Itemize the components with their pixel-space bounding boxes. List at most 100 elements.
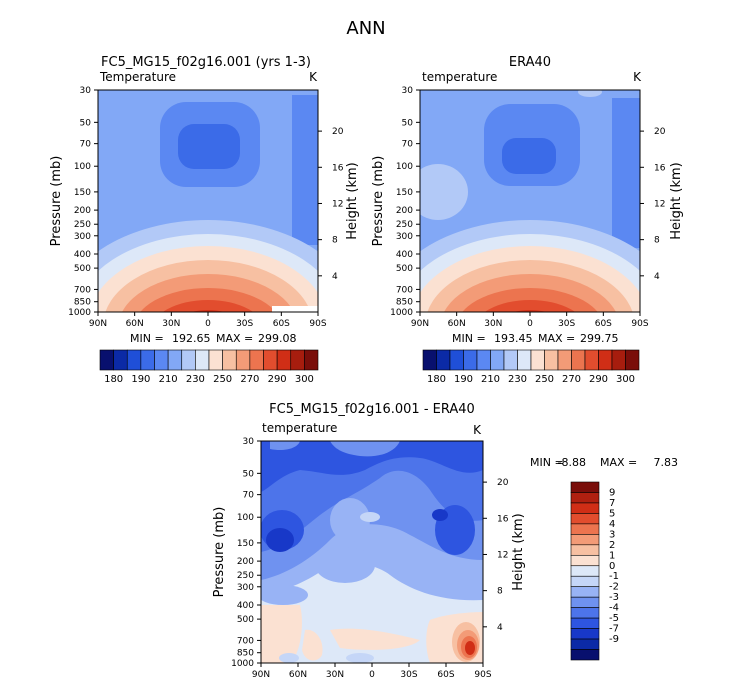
panel-model-ytick-label: 300 — [74, 232, 91, 242]
panel-diff: FC5_MG15_f02g16.001 - ERA40 temperature … — [212, 402, 678, 680]
panel-era40-colorbar-label: 180 — [427, 374, 446, 385]
panel-model-max-value: 299.08 — [258, 332, 297, 345]
panel-diff-units: K — [473, 423, 482, 437]
panel-model-colorbar-swatch — [113, 349, 128, 371]
panel-diff-colorbar-label: -2 — [609, 582, 619, 593]
panel-diff-xtick-label: 60N — [289, 670, 307, 680]
panel-diff-xtick-label: 0 — [369, 670, 375, 680]
panel-era40-colorbar-swatch — [530, 349, 545, 371]
panel-diff-colorbar-swatch — [570, 596, 600, 608]
panel-model-colorbar-label: 270 — [240, 374, 259, 385]
panel-era40-xtick-label: 60S — [595, 319, 612, 329]
panel-diff-ytick-right-label: 8 — [497, 587, 503, 597]
panel-model-colorbar-swatch — [208, 349, 223, 371]
panel-diff-colorbar-swatch — [570, 628, 600, 640]
panel-diff-ytick-label: 70 — [243, 491, 255, 501]
panel-era40-colorbar-swatch — [598, 349, 613, 371]
panel-era40-ytick-right-label: 8 — [654, 236, 660, 246]
panel-diff-colorbar-label: 1 — [609, 550, 615, 561]
panel-diff-ytick-label: 50 — [243, 469, 255, 479]
panel-diff-colorbar-swatch — [570, 649, 600, 661]
panel-diff-xtick-label: 90N — [252, 670, 270, 680]
panel-era40-ytick-label: 150 — [396, 188, 413, 198]
panel-diff-colorbar-label: -9 — [609, 634, 619, 645]
panel-era40-xtick-label: 30S — [558, 319, 575, 329]
panel-diff-colorbar-swatch — [570, 607, 600, 619]
panel-diff-colorbar-label: 0 — [609, 561, 615, 572]
panel-era40-colorbar-swatch — [490, 349, 505, 371]
panel-model-colorbar-label: 180 — [104, 374, 123, 385]
panel-era40-ytick-label: 400 — [396, 250, 413, 260]
panel-diff-colorbar-label: -7 — [609, 624, 619, 635]
panel-era40-colorbar: 180 190 210 230 250 270 290 300 — [422, 349, 640, 385]
panel-model-xtick-label: 60N — [126, 319, 144, 329]
panel-era40-colorbar-swatch — [476, 349, 491, 371]
panel-diff-ytick-label: 500 — [237, 615, 254, 625]
panel-diff-colorbar-swatch — [570, 617, 600, 629]
panel-model-colorbar-swatch — [276, 349, 292, 371]
panel-diff-colorbar-swatch — [570, 554, 600, 567]
panel-model-colorbar-swatch — [167, 349, 183, 371]
panel-model-ylabel-right: Height (km) — [345, 162, 360, 239]
panel-model-title: FC5_MG15_f02g16.001 (yrs 1-3) — [101, 55, 311, 70]
panel-model-colorbar-swatch — [263, 349, 278, 371]
panel-model-ytick-label: 150 — [74, 188, 91, 198]
panel-diff-colorbar-swatch — [570, 523, 600, 535]
panel-diff-ylabel-right: Height (km) — [511, 513, 526, 590]
panel-diff-ytick-right-label: 12 — [497, 550, 508, 560]
panel-diff-colorbar-swatch — [570, 575, 600, 588]
panel-model-colorbar-swatch — [181, 349, 196, 371]
panel-diff-ylabel: Pressure (mb) — [212, 507, 227, 598]
panel-diff-colorbar-label: 7 — [609, 498, 615, 509]
panel-model-colorbar-label: 190 — [131, 374, 150, 385]
panel-diff-plot — [261, 441, 483, 663]
panel-era40-ytick-label: 100 — [396, 162, 413, 172]
panel-model-min-label: MIN = — [130, 332, 164, 345]
panel-model-xtick-label: 90N — [89, 319, 107, 329]
panel-era40-colorbar-swatch — [625, 349, 640, 371]
panel-model-ytick-label: 30 — [80, 86, 92, 96]
panel-diff-colorbar-label: 3 — [609, 529, 615, 540]
panel-diff-max-label: MAX = — [600, 456, 637, 469]
panel-model-colorbar-swatch — [249, 349, 264, 371]
panel-era40-colorbar-swatch — [557, 349, 572, 371]
panel-model-ytick-label: 250 — [74, 220, 91, 230]
panel-era40-ylabel-right: Height (km) — [669, 162, 684, 239]
panel-era40-max-label: MAX = — [538, 332, 575, 345]
panel-diff-ytick-label: 850 — [237, 649, 254, 659]
panel-model-colorbar-swatch — [235, 349, 251, 371]
panel-model-ytick-right-label: 16 — [332, 163, 344, 173]
panel-diff-colorbar-label: -4 — [609, 603, 619, 614]
panel-model-ytick-label: 700 — [74, 285, 91, 295]
panel-diff-ytick-right-label: 4 — [497, 623, 503, 633]
panel-diff-ytick-right-label: 16 — [497, 514, 509, 524]
panel-era40-colorbar-swatch — [544, 349, 559, 371]
panel-era40-ytick-label: 300 — [396, 232, 413, 242]
panel-diff-colorbar-label: -5 — [609, 613, 619, 624]
panel-model-colorbar-swatch — [304, 349, 319, 371]
panel-model-colorbar: 180 190 210 230 250 270 290 300 — [99, 349, 319, 385]
panel-era40-ytick-label: 500 — [396, 264, 413, 274]
panel-diff-colorbar-label: 5 — [609, 508, 615, 519]
panel-diff-ytick-right-label: 20 — [497, 478, 509, 488]
panel-era40-colorbar-label: 190 — [454, 374, 473, 385]
panel-model-xtick-label: 0 — [205, 319, 211, 329]
panel-diff-ytick-label: 30 — [243, 437, 255, 447]
panel-model-plot — [98, 90, 318, 312]
panel-era40-ytick-right-label: 12 — [654, 199, 665, 209]
panel-model-colorbar-swatch — [99, 349, 114, 371]
panel-model-max-label: MAX = — [216, 332, 253, 345]
panel-model-ytick-label: 1000 — [68, 308, 91, 318]
panel-model-ytick-label: 50 — [80, 118, 92, 128]
panel-diff-subtitle: temperature — [262, 421, 337, 435]
panel-era40-colorbar-label: 250 — [535, 374, 554, 385]
panel-model-ytick-label: 70 — [80, 140, 92, 150]
panel-era40-ylabel: Pressure (mb) — [371, 156, 386, 247]
panel-era40-xtick-label: 60N — [448, 319, 466, 329]
panel-era40-xtick-label: 30N — [484, 319, 502, 329]
panel-diff-colorbar-swatch — [570, 586, 600, 598]
panel-era40-ytick-right-label: 4 — [654, 272, 660, 282]
panel-era40-plot — [420, 90, 640, 312]
panel-era40-colorbar-swatch — [571, 349, 586, 371]
panel-model-ytick-label: 850 — [74, 298, 91, 308]
